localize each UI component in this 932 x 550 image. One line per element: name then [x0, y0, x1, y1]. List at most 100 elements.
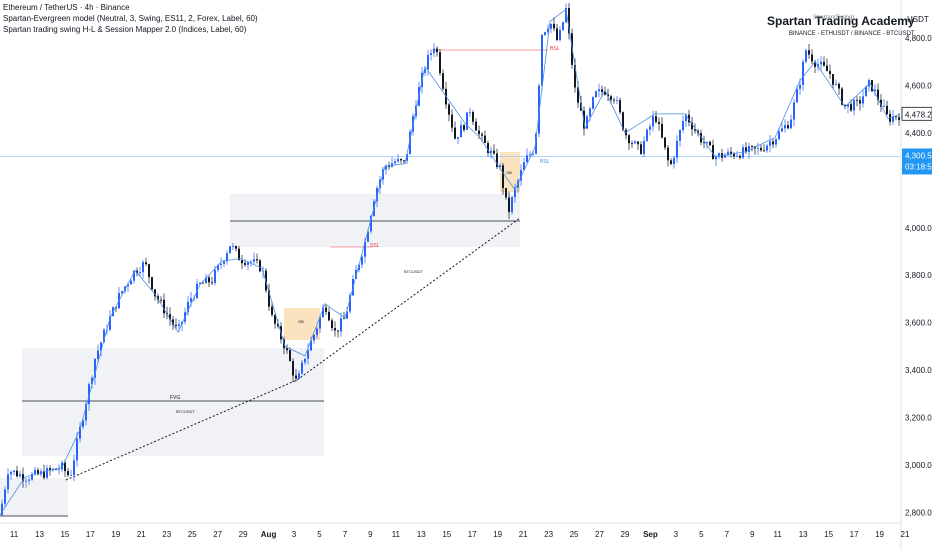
candle-body	[148, 264, 150, 278]
candle	[460, 120, 462, 138]
candle	[877, 83, 879, 106]
candle	[643, 136, 645, 157]
candle-body	[862, 96, 864, 104]
time-tick-label: 21	[901, 530, 910, 539]
candle-body	[895, 116, 897, 118]
candle	[787, 120, 789, 130]
candle-body	[496, 153, 498, 167]
candle-body	[682, 121, 684, 131]
time-tick-label: 15	[824, 530, 833, 539]
candle-body	[619, 100, 621, 113]
candle-body	[331, 320, 333, 329]
candle	[679, 129, 681, 147]
candle	[10, 469, 12, 480]
candle	[805, 48, 807, 64]
candle-body	[289, 350, 291, 362]
symbol-title[interactable]: Ethereum / TetherUS · 4h · Binance	[3, 3, 130, 12]
candle-body	[325, 307, 327, 312]
candle-body	[301, 362, 303, 374]
indicator-1[interactable]: Spartan-Evergreen model (Neutral, 3, Swi…	[3, 14, 258, 23]
candle-body	[808, 50, 810, 55]
candle-body	[640, 144, 642, 154]
candle-body	[139, 272, 141, 274]
indicator-2[interactable]: Spartan trading swing H-L & Session Mapp…	[3, 25, 247, 34]
candle	[13, 470, 15, 476]
candle-body	[172, 319, 174, 325]
marker-price-label: 4,300.55	[905, 151, 932, 160]
candle-body	[748, 146, 750, 152]
ob-label-2: OB	[506, 170, 512, 175]
candle-body	[238, 248, 240, 261]
candle	[457, 137, 459, 145]
candle	[241, 254, 243, 270]
candle	[211, 277, 213, 286]
candle-body	[19, 474, 21, 477]
candle-body	[34, 470, 36, 474]
candle	[802, 59, 804, 91]
candle-body	[700, 133, 702, 143]
candle	[31, 471, 33, 481]
candle	[310, 336, 312, 351]
time-tick-label: 25	[188, 530, 197, 539]
candle-body	[286, 348, 288, 351]
time-tick-label: 21	[519, 530, 528, 539]
candle-body	[826, 65, 828, 72]
candle-body	[343, 318, 345, 320]
candle	[79, 422, 81, 443]
candle-body	[715, 156, 717, 160]
candle	[568, 2, 570, 40]
candle-body	[190, 298, 192, 302]
candle-body	[385, 165, 387, 170]
candle	[562, 21, 564, 31]
candle	[19, 470, 21, 478]
candle-body	[631, 143, 633, 145]
candle-body	[613, 99, 615, 101]
candle-body	[547, 28, 549, 33]
candle-body	[313, 334, 315, 341]
candle	[325, 304, 327, 316]
candle	[637, 140, 639, 151]
candle	[565, 3, 567, 24]
candle	[409, 129, 411, 155]
candle-body	[346, 311, 348, 319]
candle	[304, 358, 306, 365]
candle-body	[604, 91, 606, 95]
candle-body	[595, 91, 597, 98]
currency-label[interactable]: USDT	[907, 15, 929, 24]
candle	[328, 307, 330, 322]
candle	[232, 242, 234, 251]
liquidity-tag-3: BSL	[540, 159, 550, 165]
candle-body	[670, 160, 672, 165]
candle	[493, 144, 495, 156]
candle-body	[310, 340, 312, 351]
candle	[226, 250, 228, 265]
candle	[76, 432, 78, 467]
candle-body	[37, 470, 39, 475]
time-tick-label: 13	[35, 530, 44, 539]
candle-body	[241, 260, 243, 264]
candle-body	[535, 133, 537, 154]
candle-body	[100, 342, 102, 351]
candle	[826, 58, 828, 72]
candle	[859, 96, 861, 111]
time-tick-label: 23	[544, 530, 553, 539]
candle-body	[550, 23, 552, 29]
candle	[655, 110, 657, 124]
candle	[448, 102, 450, 122]
candle-body	[883, 105, 885, 107]
candle-body	[16, 470, 18, 477]
candle-body	[766, 145, 768, 151]
candle-body	[643, 140, 645, 154]
candle	[832, 73, 834, 89]
candle	[862, 89, 864, 108]
candle	[397, 154, 399, 163]
candle-body	[448, 104, 450, 115]
candle	[148, 263, 150, 284]
candle-body	[376, 187, 378, 202]
candle	[520, 164, 522, 186]
btc-label-1: BTCUSDT	[176, 409, 195, 414]
time-tick-label: 11	[10, 530, 19, 539]
candle-body	[334, 328, 336, 331]
candle-body	[706, 141, 708, 144]
